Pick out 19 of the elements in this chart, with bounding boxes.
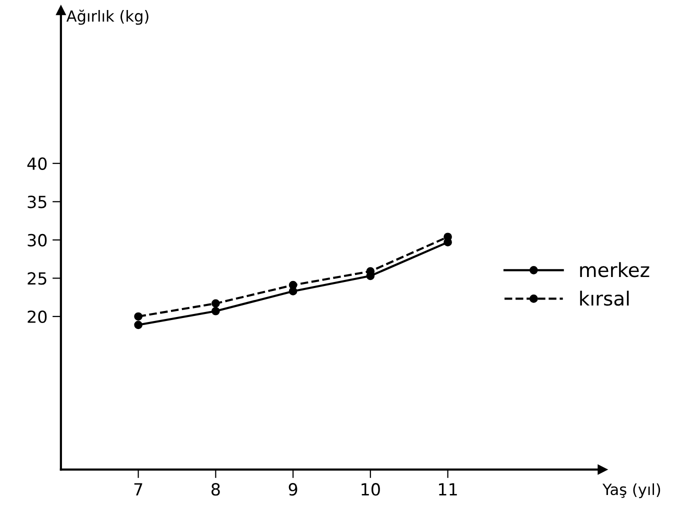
x-tick-label: 9 [288, 483, 298, 496]
y-tick-label: 35 [28, 196, 46, 208]
x-tick-label: 8 [212, 483, 220, 496]
point [288, 280, 298, 290]
x-tick-label: 10 [362, 483, 380, 496]
x-axis-title: Yaş (yıl) [602, 483, 660, 498]
y-axis-title: Ağırlık (kg) [66, 10, 148, 25]
point [134, 312, 142, 321]
x-tick-label: 7 [134, 483, 142, 496]
legend-label: kırsal [580, 290, 629, 306]
legend-label: merkez [580, 262, 650, 278]
y-tick-label: 20 [28, 310, 47, 324]
x-tick-label: 11 [439, 483, 457, 496]
point [134, 320, 142, 330]
y-tick-label: 40 [27, 157, 47, 170]
point [212, 306, 220, 316]
point [212, 299, 220, 308]
y-tick-label: 25 [28, 272, 46, 285]
y-tick-label: 30 [28, 234, 47, 247]
